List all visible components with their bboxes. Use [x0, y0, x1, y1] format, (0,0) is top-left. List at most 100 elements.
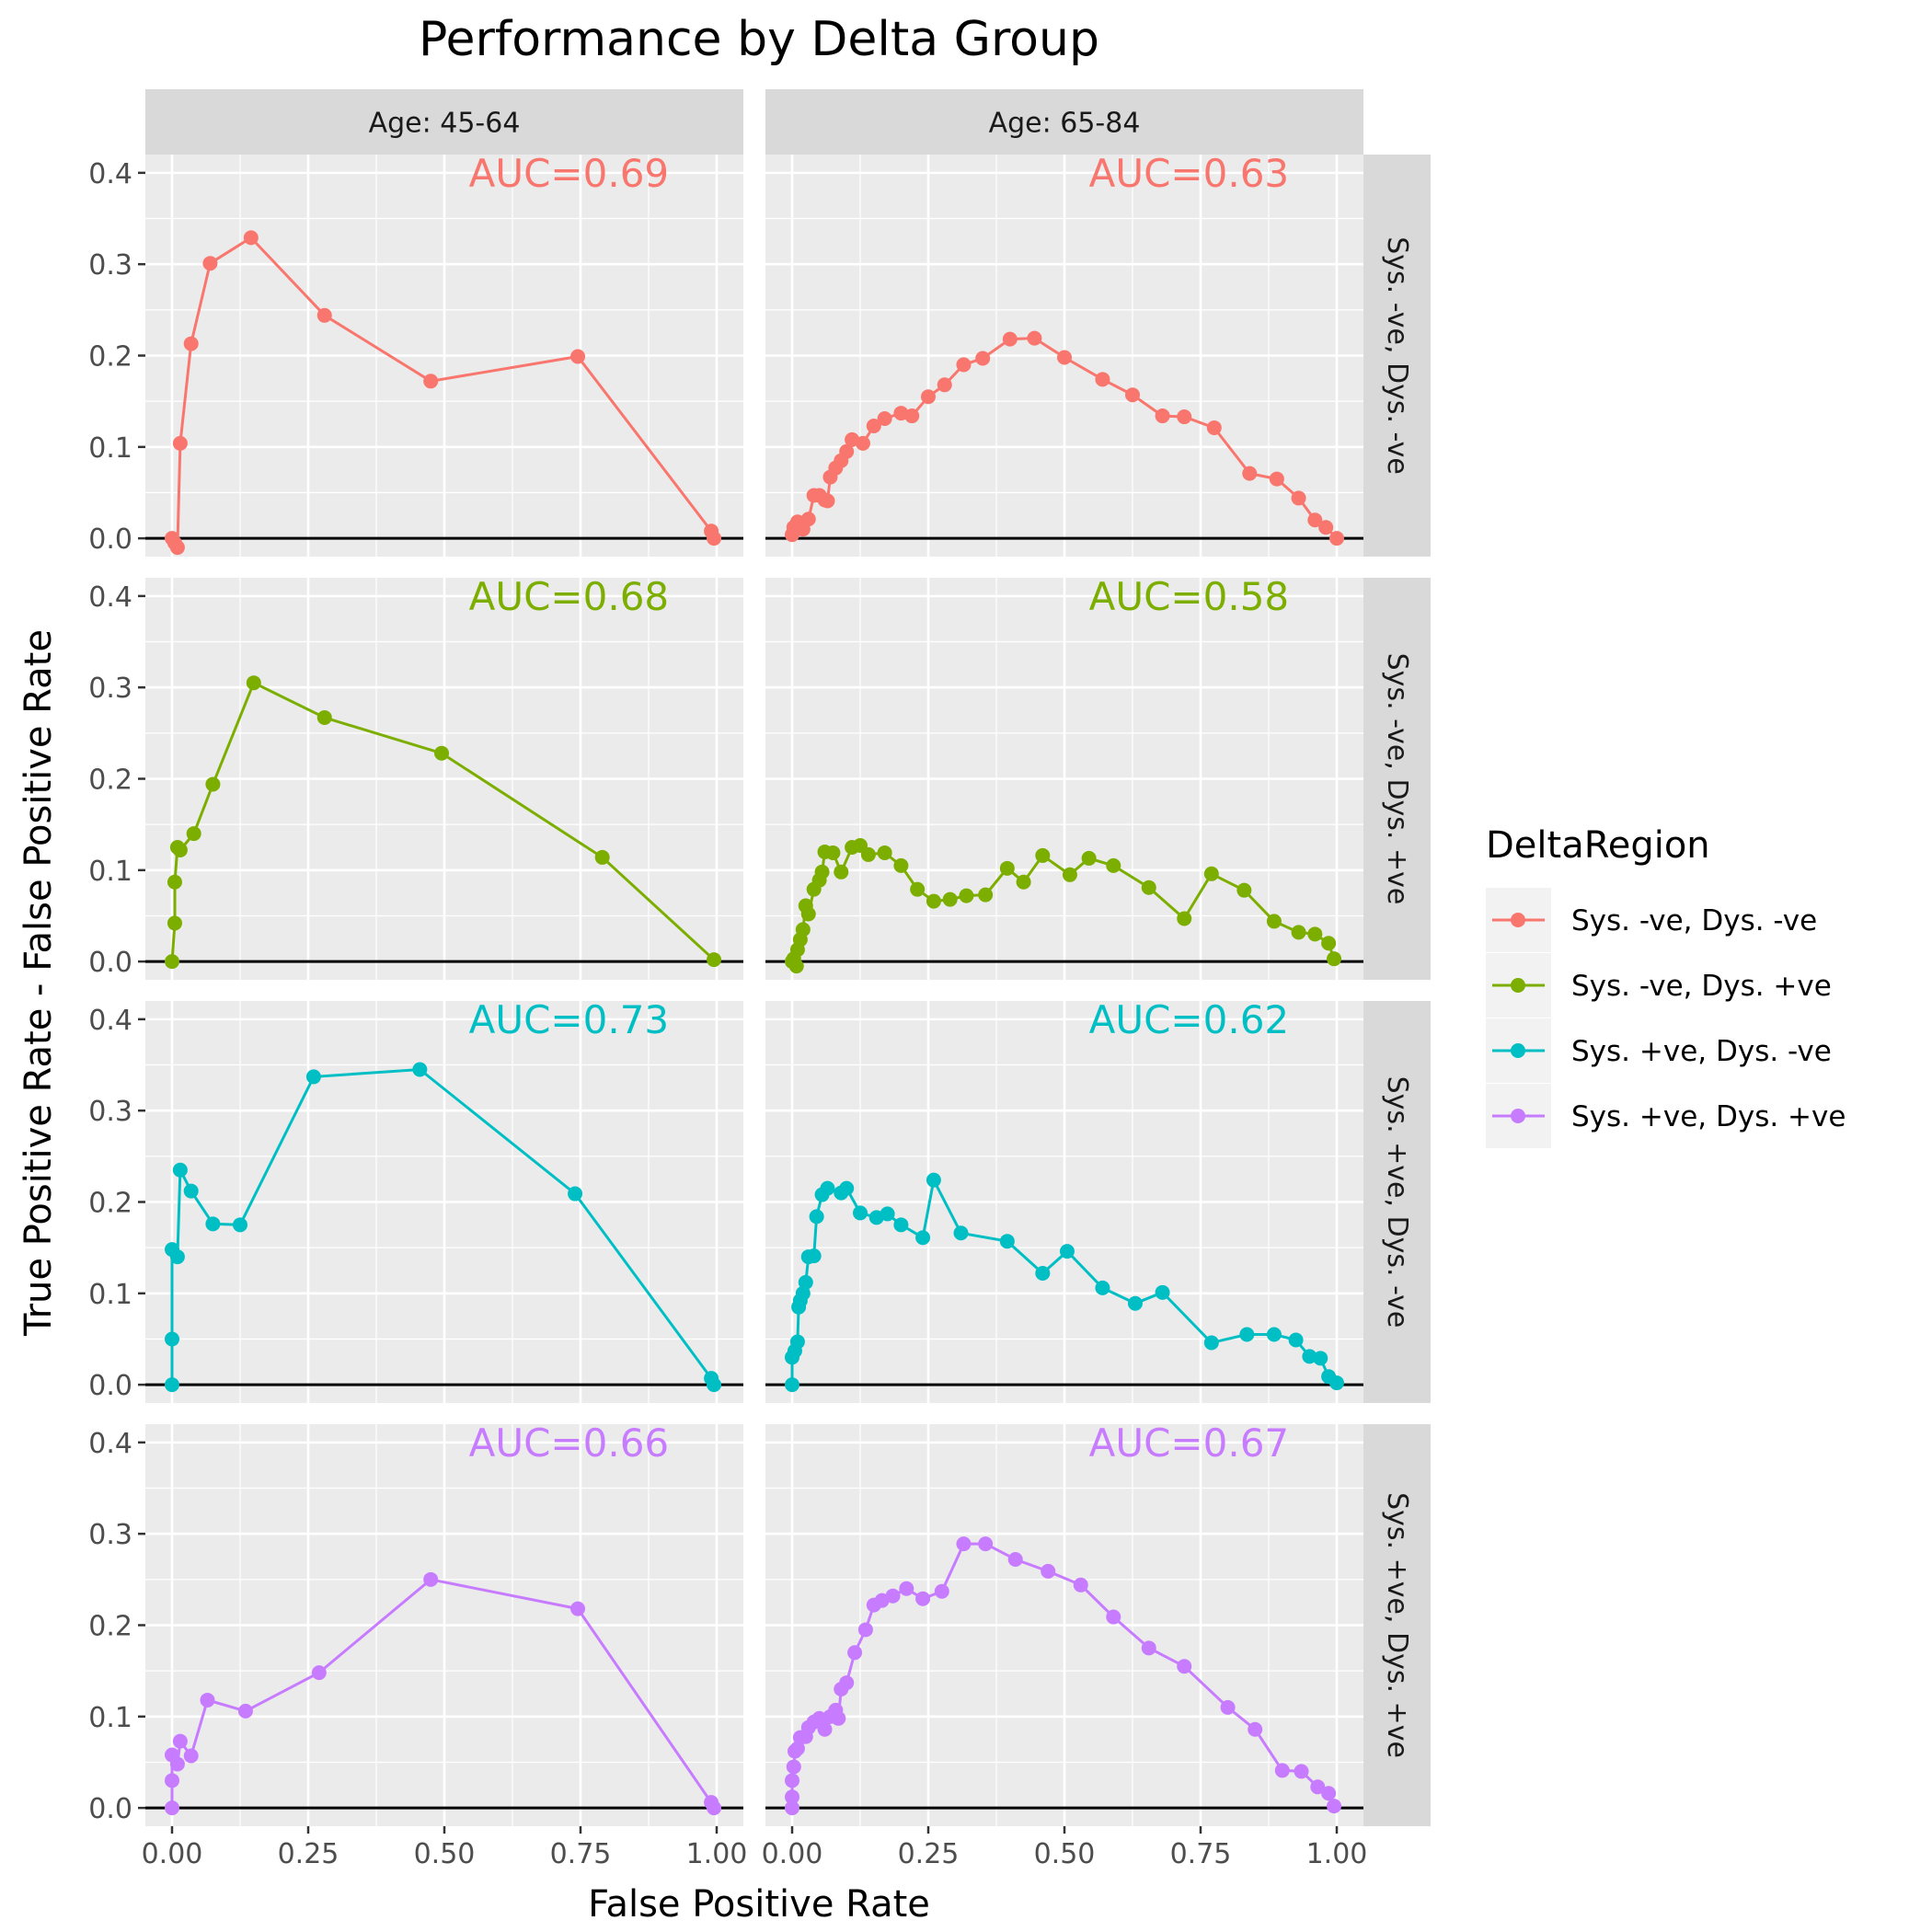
data-point: [1106, 857, 1121, 873]
y-tick-label: 0.3: [88, 673, 132, 705]
data-point: [570, 1601, 586, 1616]
data-point: [311, 1665, 327, 1681]
facet-panel: AUC=0.73 0.0 0.1 0.2 0.3 0.4: [88, 997, 743, 1403]
data-point: [1141, 1640, 1156, 1656]
data-point: [959, 888, 974, 903]
data-point: [1291, 490, 1306, 506]
data-point: [1035, 1265, 1051, 1281]
y-tick-label: 0.2: [88, 1188, 132, 1220]
data-point: [172, 435, 188, 451]
data-point: [934, 1583, 949, 1599]
data-point: [1041, 1563, 1056, 1579]
data-point: [1302, 1349, 1317, 1364]
data-point: [169, 540, 185, 556]
data-point: [1294, 1764, 1309, 1779]
data-point: [570, 349, 586, 364]
data-point: [857, 1622, 873, 1638]
data-point: [1127, 1295, 1143, 1311]
data-point: [1125, 387, 1140, 403]
data-point: [1266, 914, 1282, 929]
data-point: [172, 1162, 188, 1178]
facet-column-strip: [145, 89, 743, 155]
data-point: [809, 1209, 824, 1225]
data-point: [820, 1180, 835, 1196]
data-point: [183, 1183, 199, 1199]
data-point: [1248, 1721, 1263, 1737]
x-tick-label: 0.00: [762, 1838, 823, 1870]
data-point: [786, 1759, 801, 1775]
data-point: [1059, 1244, 1075, 1259]
data-point: [568, 1186, 583, 1202]
x-tick-label: 0.50: [414, 1838, 476, 1870]
data-point: [1095, 372, 1110, 387]
y-tick-label: 0.3: [88, 1096, 132, 1128]
data-point: [1310, 1779, 1326, 1795]
x-tick-label: 0.75: [550, 1838, 612, 1870]
data-point: [707, 1377, 722, 1393]
data-point: [1321, 1786, 1337, 1801]
data-point: [1177, 1659, 1192, 1674]
data-point: [975, 351, 991, 366]
data-point: [165, 1800, 179, 1816]
data-point: [915, 1230, 931, 1246]
facet-row-label: Sys. +ve, Dys. -ve: [1381, 1076, 1413, 1328]
data-point: [800, 906, 816, 922]
x-tick-label: 0.25: [278, 1838, 339, 1870]
auc-label: AUC=0.66: [469, 1420, 670, 1466]
data-point: [169, 1756, 185, 1772]
data-point: [412, 1062, 428, 1077]
data-point: [200, 1692, 215, 1708]
data-point: [707, 1800, 722, 1816]
data-point: [831, 1710, 846, 1726]
data-point: [785, 1800, 799, 1816]
legend-key-point: [1511, 978, 1525, 993]
data-point: [921, 389, 936, 405]
y-tick-label: 0.1: [88, 1279, 132, 1311]
x-tick-label: 1.00: [686, 1838, 748, 1870]
data-point: [915, 1591, 931, 1606]
data-point: [423, 374, 439, 389]
auc-label: AUC=0.68: [469, 574, 670, 619]
data-point: [937, 377, 952, 393]
data-point: [820, 493, 835, 509]
data-point: [999, 860, 1015, 876]
y-tick-label: 0.3: [88, 1519, 132, 1551]
data-point: [1141, 880, 1156, 895]
data-point: [183, 1748, 199, 1764]
data-point: [1321, 936, 1337, 951]
data-point: [789, 1334, 805, 1350]
data-point: [953, 1225, 969, 1241]
data-point: [785, 1377, 799, 1393]
data-point: [1329, 531, 1344, 546]
x-axis-title: False Positive Rate: [588, 1883, 930, 1926]
data-point: [1288, 1332, 1304, 1348]
data-point: [860, 846, 876, 862]
legend-label: Sys. -ve, Dys. -ve: [1571, 904, 1817, 937]
data-point: [880, 1206, 895, 1222]
auc-label: AUC=0.62: [1089, 997, 1290, 1042]
legend-label: Sys. +ve, Dys. +ve: [1571, 1100, 1846, 1133]
legend-label: Sys. -ve, Dys. +ve: [1571, 970, 1832, 1003]
data-point: [904, 408, 920, 424]
data-point: [978, 1536, 994, 1552]
data-point: [834, 864, 849, 880]
data-point: [186, 826, 201, 842]
legend-key-point: [1511, 1109, 1525, 1123]
facet-panel: AUC=0.63: [765, 151, 1363, 557]
x-tick-label: 0.25: [898, 1838, 960, 1870]
data-point: [1203, 1335, 1219, 1351]
facet-row-strip: [1363, 578, 1431, 980]
data-point: [788, 959, 804, 974]
x-tick-label: 0.75: [1170, 1838, 1232, 1870]
data-point: [167, 874, 182, 890]
data-point: [1081, 850, 1097, 866]
data-point: [1035, 847, 1051, 863]
facet-panel: AUC=0.66 0.0 0.1 0.2 0.3 0.4 0.00 0.25 0.50 0.75 1…: [88, 1420, 747, 1870]
y-tick-label: 0.2: [88, 341, 132, 374]
data-point: [877, 845, 892, 860]
legend-item: Sys. +ve, Dys. +ve: [1486, 1084, 1846, 1148]
facet-row-label: Sys. -ve, Dys. -ve: [1381, 236, 1413, 475]
data-point: [1002, 331, 1018, 347]
facet-row-strip: [1363, 155, 1431, 557]
legend-key-point: [1511, 913, 1525, 927]
